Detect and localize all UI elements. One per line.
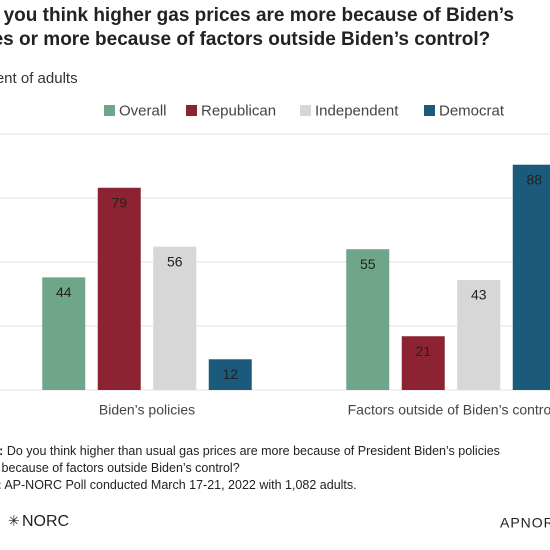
note: Source: AP-NORC Poll conducted March 17-… [0,478,357,492]
note-text: AP-NORC Poll conducted March 17-21, 2022… [4,478,356,492]
logo: ✳ NORC [8,513,69,531]
note: or more because of factors outside Biden… [0,461,240,475]
value-label: 55 [360,256,376,272]
bar [97,187,141,390]
legend-label: Democrat [439,102,505,119]
note-label: Source: [0,478,2,492]
legend-swatch [104,105,115,116]
legend-swatch [424,105,435,116]
value-label: 43 [471,287,487,303]
value-label: 79 [111,194,127,210]
x-tick-label: Biden’s policies [99,402,195,418]
note-text: or more because of factors outside Biden… [0,461,240,475]
note-label: Question: [0,444,3,458]
chart-title: policies or more because of factors outs… [0,29,490,50]
note: Question: Do you think higher than usual… [0,444,500,458]
value-label: 88 [526,171,542,187]
bar [42,277,86,390]
x-tick-label: Factors outside of Biden’s control [348,402,550,418]
bar [153,246,197,390]
legend-label: Overall [119,102,167,119]
credit: APNORC.org [500,515,550,531]
chart-title: Do you think higher gas prices are more … [0,5,514,26]
value-label: 12 [222,366,238,382]
bar [346,249,390,390]
logo-text: NORC [22,513,69,530]
value-label: 21 [415,343,431,359]
bar [208,359,252,390]
logo-mark: ✳ [8,513,20,529]
bar [401,336,445,390]
legend-swatch [300,105,311,116]
note-text: Do you think higher than usual gas price… [7,444,500,458]
value-label: 56 [167,253,183,269]
chart-subtitle: Percent of adults [0,70,78,87]
bar [512,164,550,390]
legend-swatch [186,105,197,116]
bar [457,279,501,390]
legend-label: Independent [315,102,399,119]
value-label: 44 [56,284,72,300]
legend-label: Republican [201,102,276,119]
